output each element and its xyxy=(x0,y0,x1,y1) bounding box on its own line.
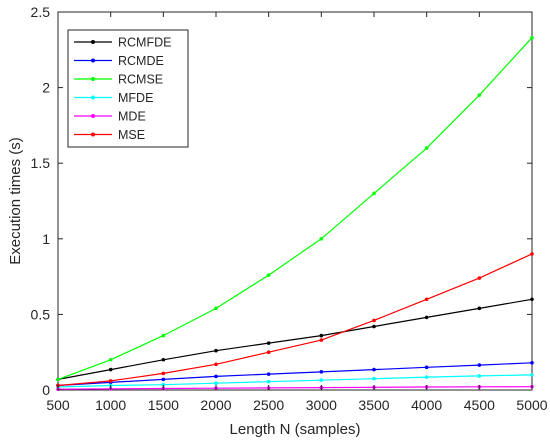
data-point-mfde xyxy=(372,376,376,381)
data-point-rcmfde xyxy=(214,348,218,353)
data-point-rcmde xyxy=(266,372,271,376)
series-line-rcmde xyxy=(57,362,533,387)
data-point-rcmse xyxy=(108,357,113,362)
series-line-mde xyxy=(57,386,533,390)
data-point-mfde xyxy=(530,373,534,377)
data-point-rcmfde xyxy=(161,357,166,362)
legend-label: RCMSE xyxy=(118,73,163,87)
x-tick-label: 3000 xyxy=(306,397,337,413)
data-point-rcmde xyxy=(214,374,218,379)
y-axis-label: Execution times (s) xyxy=(7,137,24,265)
data-point-rcmse xyxy=(266,273,271,277)
data-point-rcmfde xyxy=(424,315,429,320)
data-point-rcmse xyxy=(424,146,429,150)
axes-layer: 500 1000 1500 2000 2500 3000 3500 4000 4500 5000 0… xyxy=(31,4,548,413)
x-tick-label: 500 xyxy=(46,397,70,413)
data-point-rcmfde xyxy=(530,297,534,302)
data-point-rcmse xyxy=(477,93,482,97)
data-point-rcmfde xyxy=(319,333,324,338)
data-point-rcmfde xyxy=(477,306,482,311)
y-tick-label: 0.5 xyxy=(31,306,51,322)
data-point-rcmde xyxy=(319,370,324,374)
data-point-mfde xyxy=(161,382,166,387)
x-tick-label: 3500 xyxy=(358,397,389,413)
data-point-rcmse xyxy=(530,35,534,40)
legend-marker xyxy=(91,40,95,44)
data-point-mse xyxy=(266,350,271,355)
x-tick-label: 4000 xyxy=(411,397,442,413)
x-tick-label: 2000 xyxy=(200,397,231,413)
data-point-mse xyxy=(372,318,376,323)
series-line-mse xyxy=(57,253,533,387)
legend-label: MFDE xyxy=(118,91,153,105)
x-axis-label: Length N (samples) xyxy=(230,421,361,438)
legend-marker xyxy=(91,114,95,118)
legend-label: RCMDE xyxy=(118,54,164,68)
y-tick-label: 2 xyxy=(42,80,50,96)
data-point-mse xyxy=(424,297,429,302)
legend-label: RCMFDE xyxy=(118,36,171,50)
series-layer xyxy=(56,35,534,392)
data-point-mse xyxy=(214,362,218,367)
x-tick-label: 4500 xyxy=(464,397,495,413)
data-point-rcmfde xyxy=(266,341,271,345)
data-point-rcmse xyxy=(161,333,166,338)
data-point-mse xyxy=(108,379,113,383)
series-line-rcmse xyxy=(57,37,533,380)
y-tick-label: 1.5 xyxy=(31,155,51,171)
data-point-rcmde xyxy=(477,363,482,367)
data-point-rcmfde xyxy=(372,324,376,329)
data-point-rcmde xyxy=(161,377,166,382)
legend-label: MSE xyxy=(118,128,145,142)
x-tick-label: 5000 xyxy=(516,397,547,413)
y-tick-label: 2.5 xyxy=(31,4,51,20)
data-point-rcmfde xyxy=(108,367,113,372)
legend-label: MDE xyxy=(118,110,146,124)
legend-box xyxy=(67,29,189,148)
data-point-mfde xyxy=(424,375,429,379)
legend-marker xyxy=(91,58,95,63)
data-point-mse xyxy=(477,276,482,280)
x-tick-label: 2500 xyxy=(253,397,284,413)
data-point-rcmde xyxy=(372,367,376,372)
y-tick-label: 1 xyxy=(42,231,50,247)
data-point-mfde xyxy=(477,374,482,378)
legend-marker xyxy=(91,77,95,81)
legend: RCMFDE RCMDE RCMSE MFDE MDE MSE xyxy=(67,29,189,148)
data-point-rcmse xyxy=(214,306,218,311)
data-point-rcmse xyxy=(319,237,324,241)
data-point-mfde xyxy=(319,378,324,382)
data-point-rcmse xyxy=(372,191,376,196)
data-point-mse xyxy=(319,338,324,342)
data-point-mse xyxy=(530,252,534,256)
y-tick-label: 0 xyxy=(42,382,50,398)
data-point-rcmde xyxy=(530,360,534,365)
series-line-mfde xyxy=(57,374,533,388)
data-point-mse xyxy=(161,371,166,376)
data-point-rcmde xyxy=(424,365,429,370)
data-point-mfde xyxy=(266,379,271,384)
legend-marker xyxy=(91,95,95,100)
data-point-mfde xyxy=(214,381,218,385)
data-point-rcmse xyxy=(56,377,60,382)
x-tick-label: 1500 xyxy=(148,397,179,413)
x-tick-label: 1000 xyxy=(95,397,126,413)
series-line-rcmfde xyxy=(57,298,533,380)
legend-marker xyxy=(91,132,95,137)
